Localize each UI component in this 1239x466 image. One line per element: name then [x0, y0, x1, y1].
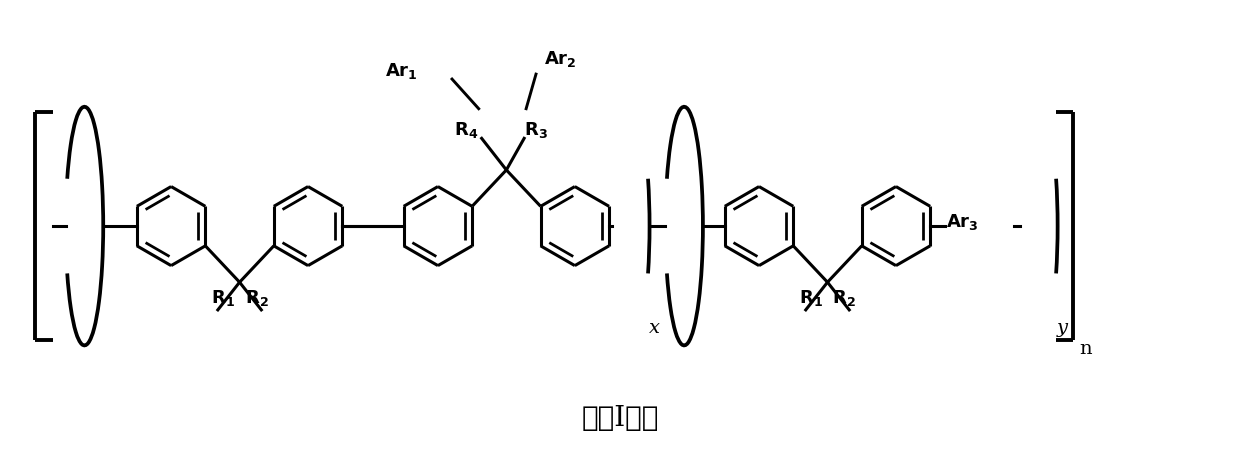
Text: y: y: [1057, 319, 1068, 337]
Text: $\mathbf{R_1}$: $\mathbf{R_1}$: [211, 288, 234, 308]
Text: $\mathbf{R_2}$: $\mathbf{R_2}$: [833, 288, 856, 308]
Text: $\mathbf{R_1}$: $\mathbf{R_1}$: [799, 288, 823, 308]
Text: $\mathbf{Ar_2}$: $\mathbf{Ar_2}$: [544, 49, 576, 69]
Text: x: x: [648, 319, 659, 337]
Text: 式（I），: 式（I），: [581, 405, 659, 432]
Text: $\mathbf{R_4}$: $\mathbf{R_4}$: [455, 120, 478, 140]
Text: $\mathbf{Ar_3}$: $\mathbf{Ar_3}$: [947, 212, 979, 232]
Text: $\mathbf{R_3}$: $\mathbf{R_3}$: [524, 120, 548, 140]
Text: n: n: [1079, 340, 1092, 358]
Text: $\mathbf{R_2}$: $\mathbf{R_2}$: [244, 288, 269, 308]
Text: $\mathbf{Ar_1}$: $\mathbf{Ar_1}$: [384, 61, 418, 81]
